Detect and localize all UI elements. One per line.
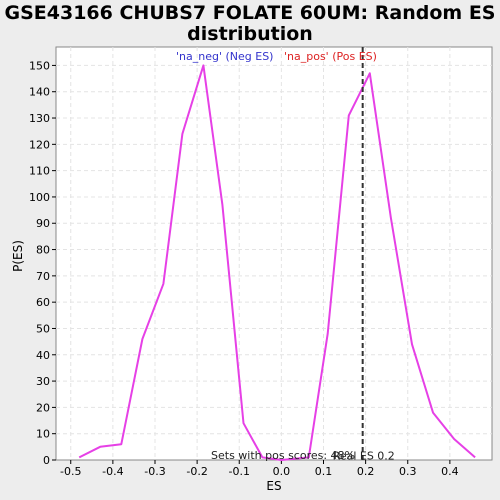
- y-axis-label: P(ES): [11, 240, 25, 272]
- x-tick-label: 0.2: [357, 465, 375, 478]
- x-tick-label: 0.4: [441, 465, 459, 478]
- x-tick-label: -0.2: [186, 465, 207, 478]
- x-tick-label: -0.4: [102, 465, 123, 478]
- x-tick-label: 0.3: [399, 465, 417, 478]
- pos-scores-annotation: Sets with pos scores: 48%: [211, 449, 355, 462]
- series-layer: [78, 64, 476, 461]
- x-axis-label: ES: [266, 479, 281, 493]
- y-tick-label: 100: [29, 191, 50, 204]
- x-axis-ticks: -0.5 -0.4 -0.3 -0.2 -0.1 0.0 0.1 0.2 0.3 0.4: [60, 460, 459, 478]
- y-tick-label: 0: [43, 454, 50, 467]
- real-es-marker-layer: Real ES 0.2: [333, 47, 395, 463]
- plot-area: [55, 46, 493, 461]
- y-tick-label: 80: [36, 244, 50, 257]
- x-tick-label: -0.3: [144, 465, 165, 478]
- chart-title-line1: GSE43166 CHUBS7 FOLATE 60UM: Random ES: [4, 2, 496, 24]
- y-tick-label: 150: [29, 59, 50, 72]
- x-tick-label: -0.1: [229, 465, 250, 478]
- real-es-label: Real ES 0.2: [333, 450, 395, 463]
- y-tick-label: 120: [29, 138, 50, 151]
- y-tick-label: 140: [29, 86, 50, 99]
- y-tick-label: 90: [36, 217, 50, 230]
- y-axis-ticks: 0 10 20 30 40 50 60 70 80 90 100 110 120 130 140 150: [29, 59, 56, 467]
- x-tick-label: 0.0: [273, 465, 291, 478]
- legend-neg-es: 'na_neg' (Neg ES): [176, 50, 273, 63]
- legend-pos-es: 'na_pos' (Pos ES): [284, 50, 377, 63]
- es-density-line: [78, 64, 476, 461]
- chart-title-line2: distribution: [187, 23, 313, 45]
- grid-lines: [56, 47, 492, 460]
- y-tick-label: 30: [36, 375, 50, 388]
- x-tick-label: -0.5: [60, 465, 81, 478]
- y-tick-label: 40: [36, 349, 50, 362]
- y-tick-label: 50: [36, 322, 50, 335]
- y-tick-label: 130: [29, 112, 50, 125]
- y-tick-label: 10: [36, 428, 50, 441]
- y-tick-label: 70: [36, 270, 50, 283]
- x-tick-label: 0.1: [315, 465, 333, 478]
- y-tick-label: 110: [29, 165, 50, 178]
- y-tick-label: 60: [36, 296, 50, 309]
- y-tick-label: 20: [36, 401, 50, 414]
